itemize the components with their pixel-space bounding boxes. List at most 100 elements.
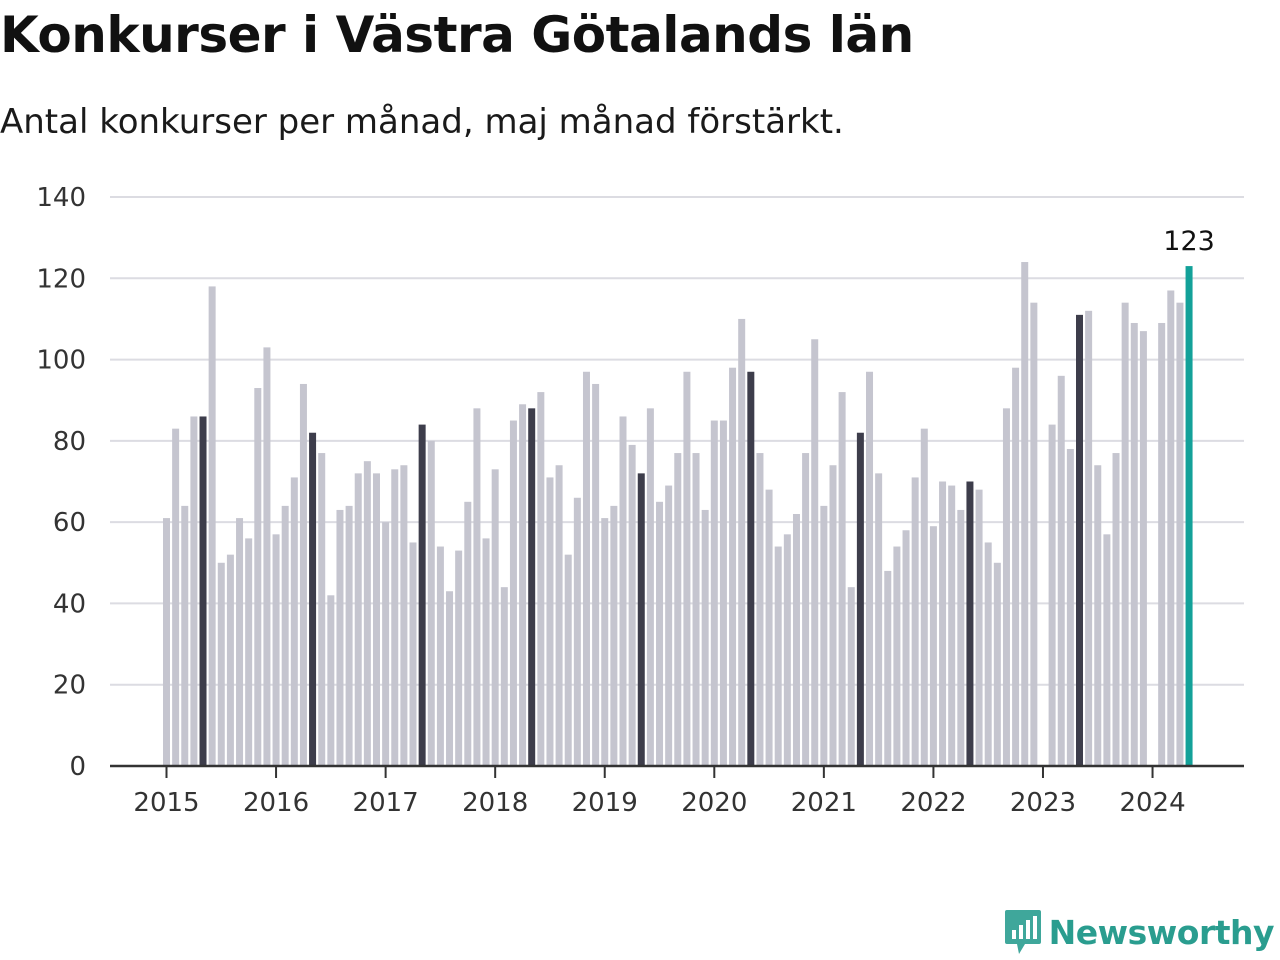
bars bbox=[163, 262, 1193, 766]
bar bbox=[592, 383, 600, 766]
bar bbox=[1066, 448, 1074, 766]
bar bbox=[482, 538, 490, 766]
bar bbox=[783, 534, 791, 766]
x-tick-label: 2019 bbox=[572, 788, 638, 818]
bar bbox=[546, 477, 554, 766]
bar bbox=[1048, 424, 1056, 766]
bar bbox=[792, 514, 800, 766]
bar bbox=[765, 489, 773, 766]
y-tick-label: 40 bbox=[53, 589, 86, 619]
bar bbox=[838, 392, 846, 766]
y-tick-label: 60 bbox=[53, 508, 86, 538]
bar bbox=[1130, 322, 1138, 766]
y-tick-label: 120 bbox=[36, 264, 86, 294]
bar bbox=[436, 546, 444, 766]
bar bbox=[939, 481, 947, 766]
bar bbox=[1158, 322, 1166, 766]
bar bbox=[272, 534, 280, 766]
bar bbox=[1103, 534, 1111, 766]
bar bbox=[1167, 290, 1175, 766]
annotations: 123 bbox=[1163, 226, 1215, 257]
bar bbox=[1176, 302, 1184, 766]
x-tick-label: 2017 bbox=[353, 788, 419, 818]
x-tick-label: 2022 bbox=[900, 788, 966, 818]
bar bbox=[491, 469, 499, 766]
bar bbox=[226, 554, 234, 766]
y-tick-label: 20 bbox=[53, 671, 86, 701]
bar bbox=[236, 518, 244, 766]
x-tick-label: 2018 bbox=[462, 788, 528, 818]
bar-may bbox=[637, 473, 645, 766]
bar bbox=[1085, 310, 1093, 766]
bar bbox=[738, 318, 746, 766]
bar bbox=[354, 473, 362, 766]
bar bbox=[993, 562, 1001, 766]
x-tick-label: 2021 bbox=[791, 788, 857, 818]
bar-may bbox=[199, 416, 207, 766]
bar bbox=[1057, 375, 1065, 766]
y-tick-label: 80 bbox=[53, 427, 86, 457]
y-tick-label: 0 bbox=[69, 752, 86, 782]
bar bbox=[582, 371, 590, 766]
x-tick-label: 2023 bbox=[1010, 788, 1076, 818]
bar bbox=[573, 497, 581, 766]
bar bbox=[391, 469, 399, 766]
x-axis: 2015 2016 2017 2018 2019 2020 2021 2022 2023 2024 bbox=[110, 764, 1244, 818]
bar bbox=[245, 538, 253, 766]
bar bbox=[902, 530, 910, 766]
latest-value-label: 123 bbox=[1163, 226, 1215, 257]
bar bbox=[263, 347, 271, 766]
bar bbox=[756, 453, 764, 766]
bar bbox=[564, 554, 572, 766]
brand-name: Newsworthy bbox=[1048, 912, 1275, 952]
bar bbox=[884, 570, 892, 766]
bar bbox=[811, 339, 819, 766]
bar bbox=[628, 444, 636, 766]
bar bbox=[217, 562, 225, 766]
bar bbox=[427, 440, 435, 766]
x-tick-label: 2016 bbox=[243, 788, 309, 818]
bar bbox=[710, 420, 718, 766]
bar bbox=[1121, 302, 1129, 766]
bar bbox=[683, 371, 691, 766]
bar bbox=[446, 591, 454, 766]
bar bbox=[1021, 262, 1029, 766]
bar bbox=[299, 383, 307, 766]
bar bbox=[181, 505, 189, 766]
bar bbox=[1002, 408, 1010, 766]
bar bbox=[509, 420, 517, 766]
x-tick-label: 2020 bbox=[681, 788, 747, 818]
x-tick-label: 2024 bbox=[1119, 788, 1185, 818]
bar bbox=[555, 465, 563, 766]
bar bbox=[920, 428, 928, 766]
bar bbox=[400, 465, 408, 766]
chart-title: Konkurser i Västra Götalands län bbox=[0, 6, 914, 64]
bar bbox=[665, 485, 673, 766]
bar bbox=[455, 550, 463, 766]
bar bbox=[674, 453, 682, 766]
bar bbox=[692, 453, 700, 766]
bar bbox=[984, 542, 992, 766]
bar bbox=[500, 587, 508, 766]
bar bbox=[701, 509, 709, 766]
bar bbox=[172, 428, 180, 766]
bar bbox=[1139, 331, 1147, 766]
bar bbox=[537, 392, 545, 766]
bar-may bbox=[1076, 314, 1083, 766]
newsworthy-icon bbox=[1004, 910, 1041, 954]
bar bbox=[163, 518, 170, 766]
bar bbox=[190, 416, 198, 766]
bar bbox=[336, 509, 344, 766]
bar bbox=[318, 453, 326, 766]
bar bbox=[719, 420, 727, 766]
x-tick-label: 2015 bbox=[133, 788, 199, 818]
bar bbox=[281, 505, 289, 766]
chart-subtitle: Antal konkurser per månad, maj månad för… bbox=[0, 102, 844, 142]
bar-may bbox=[309, 432, 317, 766]
bar bbox=[866, 371, 874, 766]
bar-may bbox=[966, 481, 974, 766]
bar bbox=[975, 489, 983, 766]
bar bbox=[619, 416, 627, 766]
y-axis-ticks: 0 20 40 60 80 100 120 140 bbox=[36, 183, 86, 782]
